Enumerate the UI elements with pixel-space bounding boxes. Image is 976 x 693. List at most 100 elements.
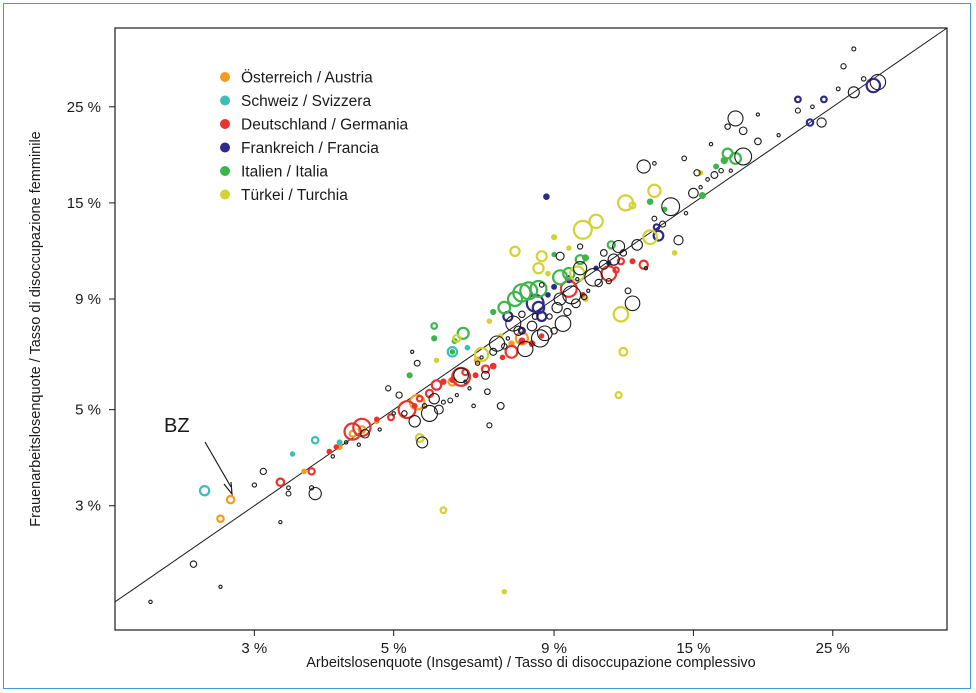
point-other-region	[401, 410, 408, 417]
legend-marker	[220, 72, 230, 82]
point-italien	[406, 372, 413, 379]
point-italien	[551, 269, 569, 286]
point-other-region	[553, 292, 567, 306]
point-other-region	[189, 560, 198, 568]
point-other-region	[651, 215, 658, 222]
point-other-region	[624, 287, 632, 295]
point-deutschland	[333, 444, 339, 450]
legend-marker	[220, 95, 230, 106]
point-other-region	[688, 187, 699, 199]
point-italien	[449, 348, 456, 355]
point-other-region	[619, 249, 628, 257]
point-deutschland	[440, 378, 447, 385]
point-italien	[562, 266, 576, 281]
point-other-region	[505, 315, 522, 332]
point-other-region	[698, 185, 703, 190]
point-italien	[431, 335, 438, 342]
point-other-region	[391, 411, 396, 416]
point-schweiz	[198, 485, 211, 497]
point-deutschland	[480, 364, 491, 374]
point-other-region	[727, 110, 744, 127]
point-tuerkei	[473, 346, 490, 363]
legend-marker	[220, 142, 230, 153]
plot-area	[114, 27, 948, 631]
point-other-region	[860, 76, 867, 82]
point-schweiz	[310, 435, 320, 445]
point-italien	[529, 279, 548, 298]
point-other-region	[278, 519, 283, 525]
point-schweiz	[446, 345, 459, 358]
y-tick-label: 25 %	[67, 99, 101, 116]
point-other-region	[285, 490, 292, 497]
point-other-region	[505, 336, 511, 341]
point-other-region	[598, 259, 609, 270]
chart-frame	[3, 3, 971, 689]
point-deutschland	[629, 258, 636, 265]
point-deutschland	[387, 413, 396, 422]
point-other-region	[467, 386, 472, 391]
point-schweiz	[336, 439, 343, 446]
point-other-region	[530, 329, 550, 348]
point-other-region	[395, 391, 403, 399]
point-frankreich	[805, 118, 815, 127]
point-other-region	[734, 147, 753, 166]
point-other-region	[385, 385, 392, 392]
point-other-region	[479, 355, 484, 360]
point-other-region	[513, 325, 524, 336]
point-other-region	[724, 123, 731, 130]
point-deutschland	[430, 379, 443, 391]
point-other-region	[570, 298, 581, 309]
point-tuerkei	[642, 229, 658, 246]
point-frankreich	[820, 95, 828, 104]
point-italien	[456, 326, 470, 340]
point-other-region	[447, 397, 454, 404]
point-other-region	[607, 253, 620, 266]
point-tuerkei	[414, 433, 425, 444]
point-tuerkei	[616, 194, 635, 212]
point-deutschland	[352, 417, 372, 438]
data-points	[148, 46, 887, 605]
point-other-region	[710, 171, 719, 179]
point-other-region	[624, 295, 641, 312]
point-deutschland	[616, 257, 626, 266]
point-other-region	[148, 599, 153, 605]
point-tuerkei	[433, 357, 440, 363]
point-other-region	[605, 277, 612, 285]
point-tuerkei	[439, 506, 448, 515]
point-italien	[606, 240, 617, 250]
point-frankreich	[551, 283, 558, 290]
point-other-region	[810, 104, 815, 110]
point-deutschland	[499, 354, 506, 361]
point-frankreich	[652, 223, 661, 231]
point-other-region	[517, 340, 534, 358]
y-tick-label: 15 %	[67, 195, 101, 212]
point-italien	[497, 300, 512, 315]
legend-label: Frankreich / Francia	[241, 140, 379, 157]
point-other-region	[754, 137, 762, 146]
point-other-region	[755, 112, 761, 117]
point-other-region	[738, 126, 748, 136]
point-deutschland	[559, 279, 578, 298]
point-other-region	[661, 197, 681, 217]
point-other-region	[554, 315, 572, 332]
point-other-region	[551, 301, 563, 314]
point-other-region	[330, 454, 336, 459]
point-other-region	[463, 379, 468, 384]
point-other-region	[531, 313, 539, 320]
point-tuerkei	[572, 219, 593, 240]
point-other-region	[776, 133, 781, 138]
point-other-region	[454, 392, 459, 398]
point-other-region	[555, 251, 565, 261]
point-other-region	[251, 482, 258, 488]
point-deutschland	[397, 400, 417, 420]
x-tick-label: 3 %	[241, 640, 267, 657]
point-other-region	[612, 239, 626, 254]
bz-annotation-arrow	[204, 441, 233, 496]
point-other-region	[538, 282, 545, 288]
point-other-region	[851, 46, 857, 52]
point-other-region	[360, 428, 370, 439]
point-other-region	[659, 220, 667, 228]
point-other-region	[580, 293, 588, 301]
point-other-region	[576, 243, 584, 250]
